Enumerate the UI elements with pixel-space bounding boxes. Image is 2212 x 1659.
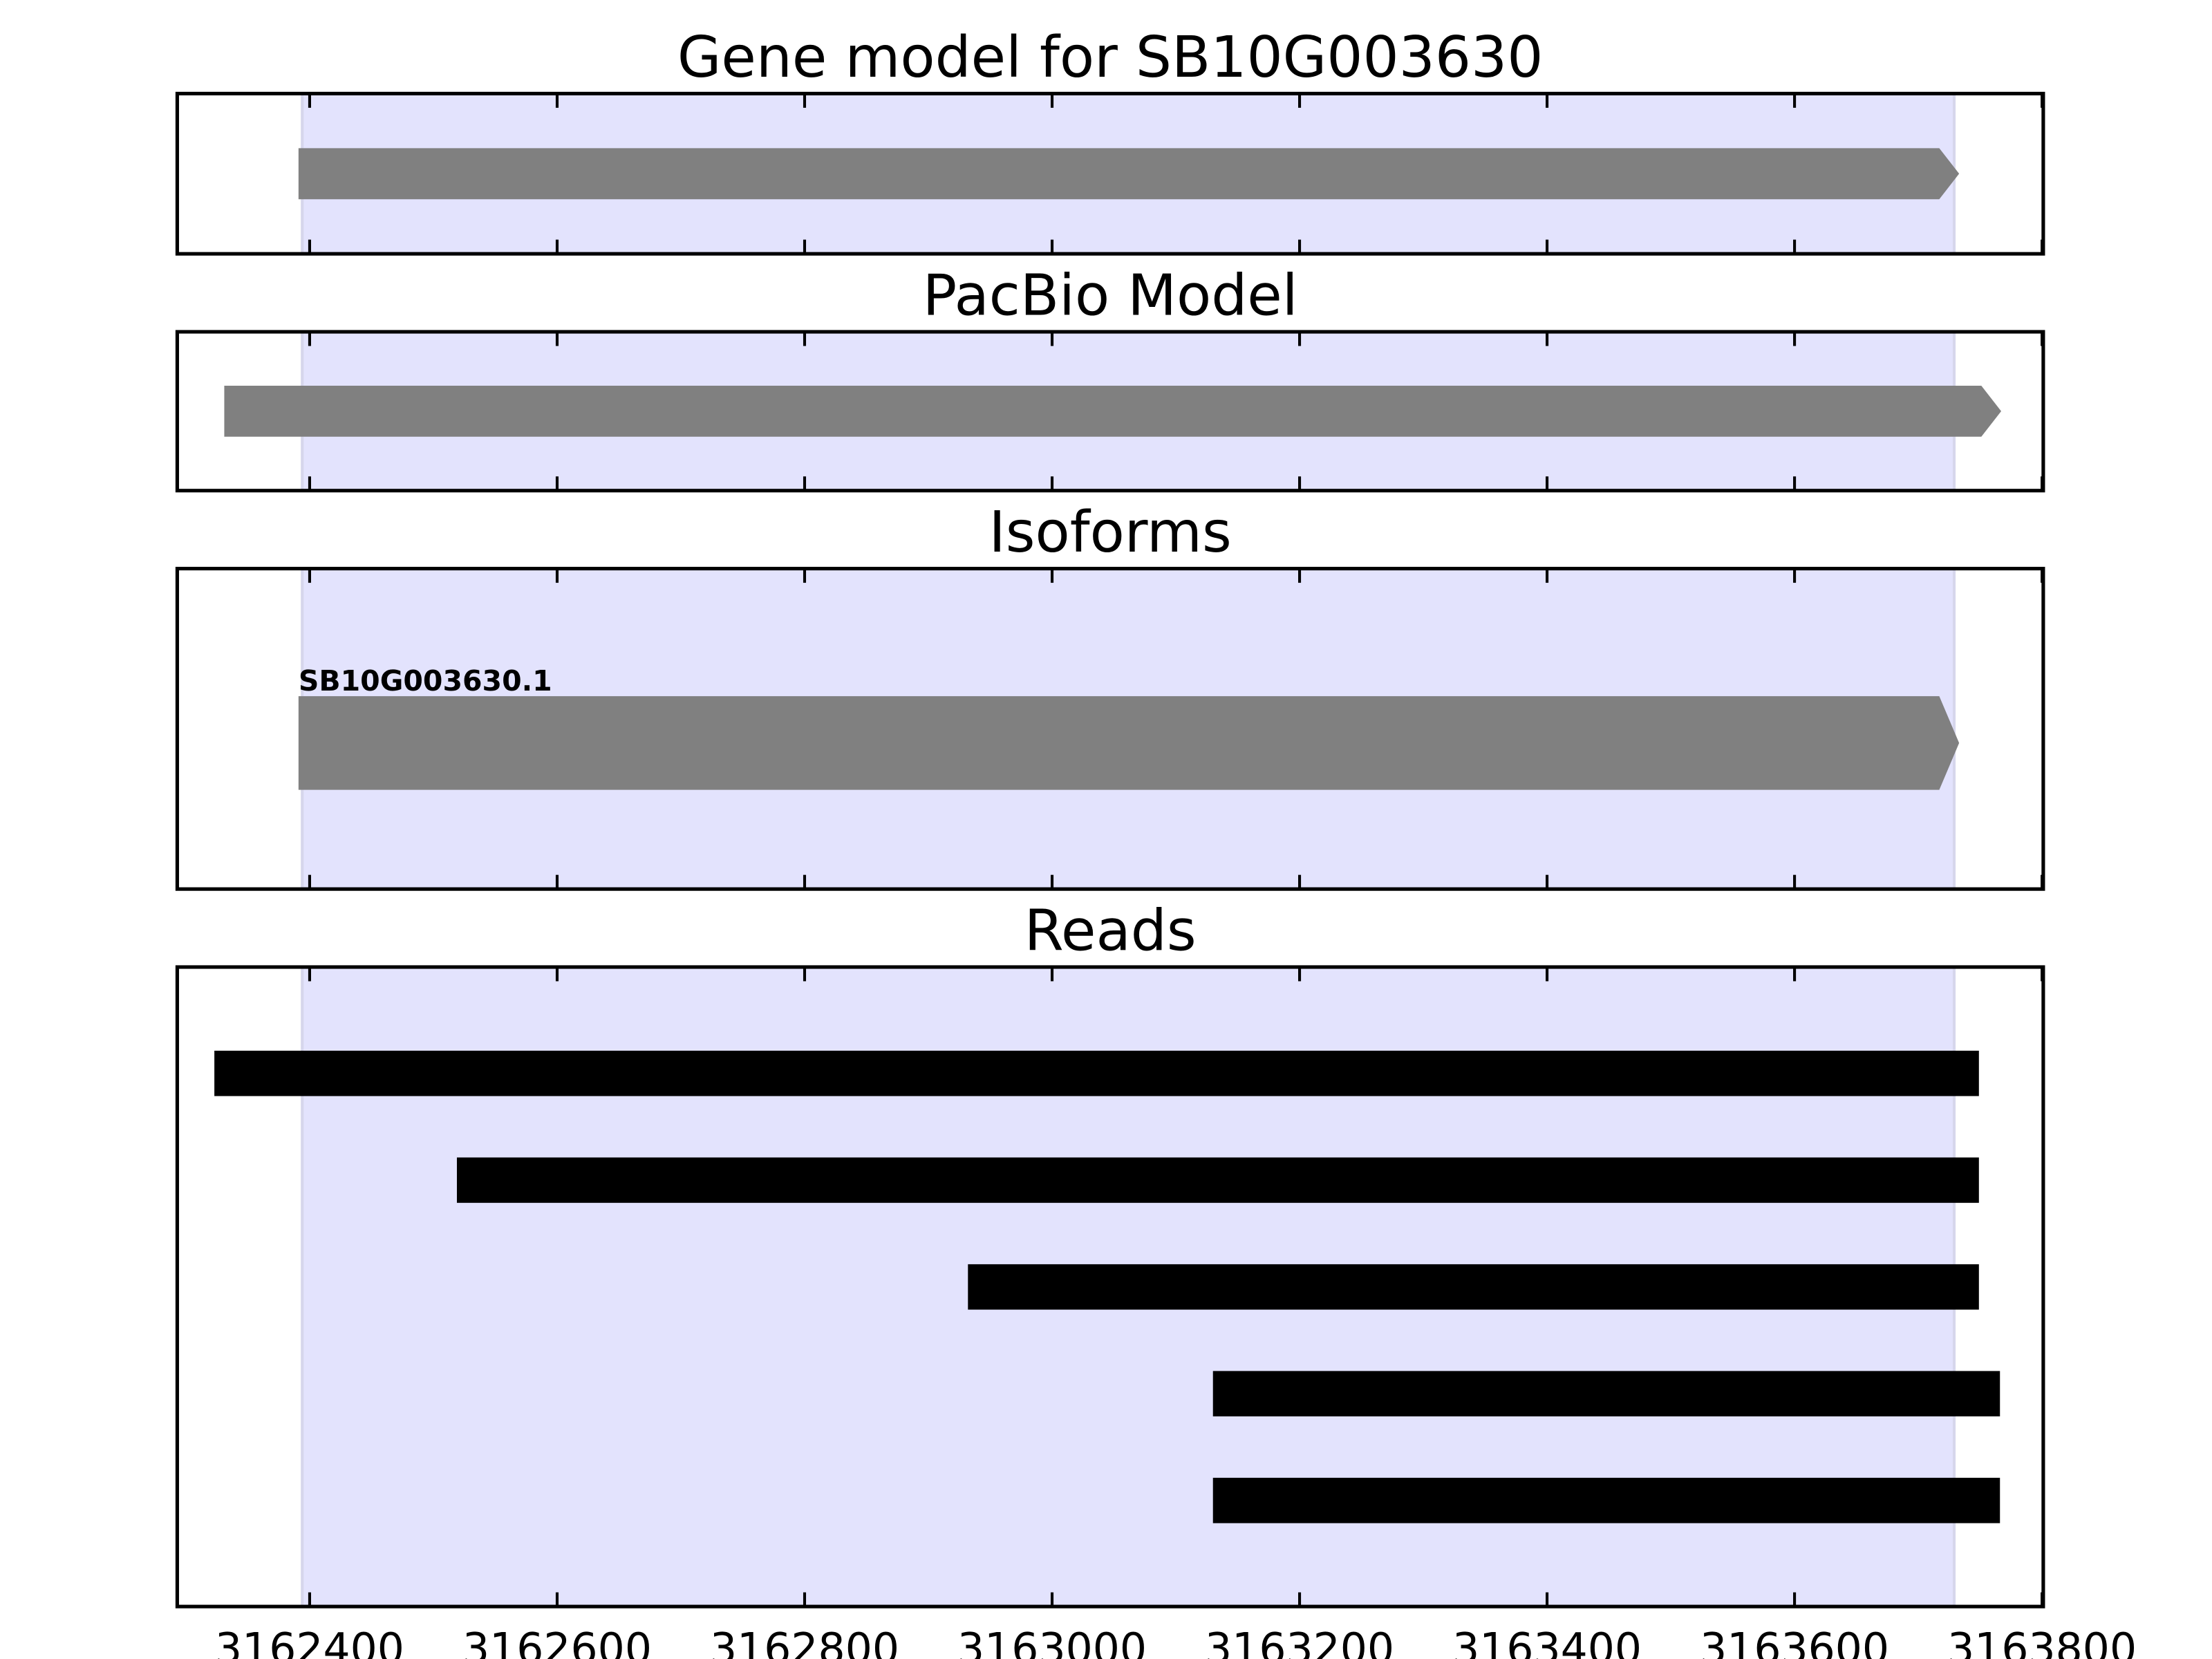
x-tick-label: 3163200 (1205, 1624, 1394, 1659)
axes-frame (175, 330, 2045, 493)
panel-3: Reads 3162400 3162600 3162800 3163000 3163200… (175, 898, 2137, 1659)
read-bar (968, 1264, 1979, 1310)
x-tick-label: 3163800 (1947, 1624, 2137, 1659)
gene-feature (298, 148, 1960, 200)
read-bar (1212, 1477, 2000, 1524)
x-tick-label: 3162800 (710, 1624, 899, 1659)
x-tick-label: 3163400 (1452, 1624, 1642, 1659)
panel-title: PacBio Model (923, 263, 1298, 328)
read-bar (214, 1051, 1979, 1096)
axes-frame (175, 567, 2045, 891)
x-tick-label: 3163600 (1700, 1624, 1889, 1659)
x-tick-label: 3162400 (215, 1624, 404, 1659)
x-tick-label: 3163000 (957, 1624, 1147, 1659)
panel-title: Gene model for SB10G003630 (677, 25, 1544, 91)
isoform-label: SB10G003630.1 (299, 664, 552, 697)
panel-title: Isoforms (989, 500, 1232, 565)
x-tick-label: 3162600 (462, 1624, 652, 1659)
gene-feature (224, 385, 2002, 437)
read-bar (456, 1157, 1979, 1203)
axes-frame (175, 965, 2045, 1609)
panel-title: Reads (1024, 898, 1197, 964)
axes-frame (175, 91, 2045, 256)
panel-0: Gene model for SB10G003630 (175, 25, 2045, 256)
read-bar (1212, 1371, 2000, 1417)
gene-feature (298, 696, 1960, 790)
panel-1: PacBio Model (175, 263, 2045, 493)
panel-2: Isoforms SB10G003630.1 (175, 500, 2045, 891)
